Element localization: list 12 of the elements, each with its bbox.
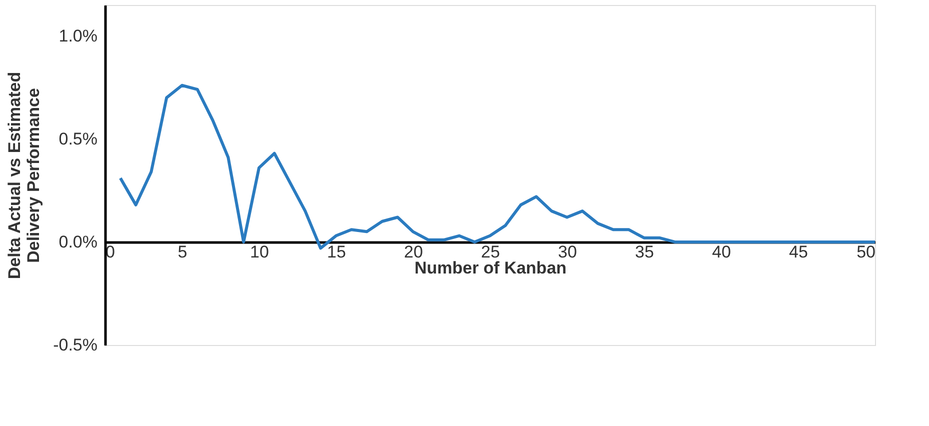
y-tick-label: 1.0% [58, 26, 98, 46]
y-tick-label: 0.5% [58, 129, 98, 148]
x-tick-label: 15 [327, 242, 346, 262]
x-tick-label: 5 [178, 242, 188, 262]
y-tick-label: 0.0% [58, 232, 98, 252]
y-tick-label: -0.5% [53, 336, 98, 354]
x-tick-label: 35 [635, 242, 654, 262]
x-tick-label: 10 [250, 242, 269, 262]
x-tick-label: 45 [789, 242, 808, 262]
y-axis-title: Delta Actual vs Estimated Delivery Performance [5, 72, 44, 280]
x-tick-label: 40 [712, 242, 731, 262]
x-tick-label: 50 [856, 242, 876, 262]
